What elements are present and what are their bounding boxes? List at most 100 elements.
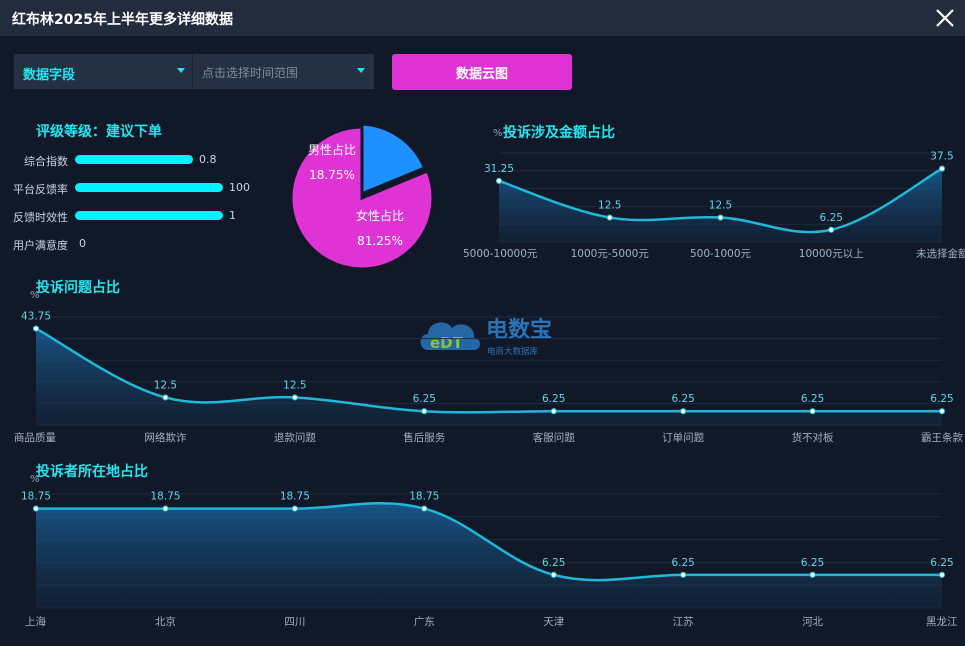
data-point[interactable]: [550, 571, 557, 578]
data-label: 6.25: [671, 557, 694, 569]
data-point[interactable]: [291, 394, 298, 401]
region-chart-title: 投诉者所在地占比: [36, 464, 148, 480]
pie-category-label: 女性占比: [356, 208, 404, 223]
data-label: 18.75: [21, 491, 51, 503]
data-label: 6.25: [671, 393, 694, 405]
data-point[interactable]: [495, 177, 503, 184]
data-point[interactable]: [809, 571, 816, 578]
watermark-sub: 电商大数据库: [487, 346, 539, 357]
data-point[interactable]: [291, 505, 298, 512]
data-label: 6.25: [801, 557, 824, 569]
data-point[interactable]: [828, 226, 835, 233]
divider: [192, 54, 193, 89]
data-label: 18.75: [280, 491, 310, 503]
data-point[interactable]: [162, 505, 169, 512]
data-cloud-button[interactable]: 数据云图: [392, 54, 572, 90]
gender-pie-chart: 男性占比 18.75% 女性占比 81.25%: [289, 122, 435, 271]
x-tick-label: 四川: [284, 616, 305, 628]
rating-value: 0.8: [199, 153, 217, 166]
rating-bar: [75, 155, 193, 164]
data-point[interactable]: [32, 505, 40, 512]
x-tick-label: 北京: [155, 615, 176, 628]
series-line: [36, 502, 942, 582]
data-point[interactable]: [606, 214, 613, 221]
data-point[interactable]: [809, 408, 816, 415]
pie-value-label: 81.25%: [357, 234, 403, 248]
data-label: 6.25: [930, 393, 953, 405]
x-tick-label: 网络欺诈: [144, 431, 186, 444]
rating-value: 1: [229, 209, 236, 222]
data-label: 12.5: [598, 200, 621, 212]
data-point[interactable]: [32, 325, 40, 332]
data-point[interactable]: [938, 408, 946, 415]
data-label: 18.75: [150, 491, 180, 503]
data-point[interactable]: [680, 571, 687, 578]
rating-value: 0: [79, 237, 86, 250]
x-tick-label: 5000-10000元: [463, 248, 538, 260]
title-bar: 红布林2025年上半年更多详细数据: [0, 0, 965, 36]
rating-bar: [75, 211, 223, 220]
x-tick-label: 黑龙江: [926, 615, 958, 628]
data-label: 18.75: [409, 491, 439, 503]
data-label: 6.25: [930, 557, 953, 569]
pie-slice[interactable]: [357, 122, 427, 198]
data-point[interactable]: [680, 408, 687, 415]
x-tick-label: 上海: [25, 615, 46, 628]
issue-area-chart: % 43.75 商品质量 12.5 网络欺诈 12.5 退款问题 6.25 售后服务 6.25 客服…: [14, 290, 963, 444]
series-line: [35, 327, 942, 414]
issue-chart-title: 投诉问题占比: [36, 280, 120, 296]
x-tick-label: 500-1000元: [690, 248, 752, 260]
data-label: 6.25: [801, 393, 824, 405]
data-label: 6.25: [820, 212, 843, 224]
x-tick-label: 订单问题: [662, 431, 704, 444]
data-point[interactable]: [550, 408, 557, 415]
data-label: 43.75: [21, 311, 51, 323]
rating-label: 反馈时效性: [13, 211, 68, 224]
chevron-down-icon[interactable]: [177, 68, 185, 73]
x-tick-label: 霸王条款: [921, 431, 963, 444]
chevron-down-icon[interactable]: [357, 68, 365, 73]
data-point[interactable]: [162, 394, 169, 401]
region-area-chart: % 18.75 上海 18.75 北京 18.75 四川 18.75 广东 6.25 天津 6.25 江…: [21, 474, 958, 628]
pie-category-label: 男性占比: [308, 142, 356, 157]
data-point[interactable]: [938, 165, 946, 172]
rating-label: 平台反馈率: [13, 183, 68, 196]
time-range-picker[interactable]: 点击选择时间范围: [202, 66, 299, 80]
filter-selector: 数据字段 点击选择时间范围: [14, 54, 374, 89]
data-label: 31.25: [484, 163, 514, 175]
series-area: [36, 503, 942, 608]
data-point[interactable]: [421, 505, 428, 512]
data-point[interactable]: [717, 214, 724, 221]
rating-bar: [75, 183, 223, 192]
data-label: 12.5: [283, 379, 306, 391]
data-point[interactable]: [421, 408, 428, 415]
rating-label: 综合指数: [24, 155, 68, 168]
y-axis-unit: %: [493, 128, 503, 139]
series-area: [36, 328, 942, 425]
amount-chart-title: 投诉涉及金额占比: [503, 125, 615, 141]
series-area: [499, 168, 942, 242]
x-tick-label: 江苏: [673, 615, 694, 628]
x-tick-label: 河北: [802, 616, 823, 628]
field-dropdown[interactable]: 数据字段: [23, 68, 76, 83]
data-point[interactable]: [938, 571, 946, 578]
x-tick-label: 10000元以上: [799, 248, 864, 260]
data-label: 12.5: [154, 379, 177, 391]
data-label: 6.25: [542, 557, 565, 569]
rating-title: 评级等级：建议下单: [36, 124, 162, 140]
rating-value: 100: [229, 181, 250, 194]
x-tick-label: 1000元-5000元: [571, 248, 650, 260]
pie-slice[interactable]: [289, 125, 435, 271]
x-tick-label: 货不对板: [792, 431, 834, 444]
x-tick-label: 退款问题: [274, 431, 316, 444]
data-label: 12.5: [709, 200, 732, 212]
x-tick-label: 未选择金额: [916, 247, 965, 260]
x-tick-label: 广东: [414, 615, 435, 628]
rating-label: 用户满意度: [13, 239, 68, 252]
pie-value-label: 18.75%: [309, 168, 355, 182]
x-tick-label: 天津: [543, 616, 564, 628]
x-tick-label: 商品质量: [14, 431, 56, 444]
close-icon[interactable]: [933, 6, 957, 30]
window-title: 红布林2025年上半年更多详细数据: [12, 12, 233, 28]
amount-area-chart: % 31.25 5000-10000元 12.5 1000元-5000元 12.5 500-…: [463, 128, 965, 260]
